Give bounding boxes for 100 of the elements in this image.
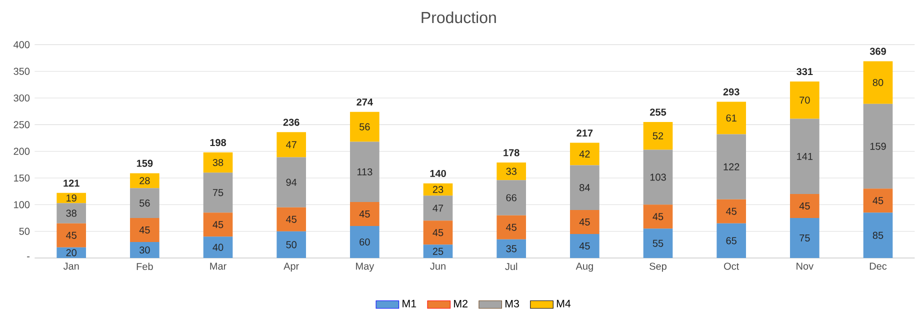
bar: [276, 231, 306, 258]
bar: [350, 142, 380, 202]
data-label: 38: [212, 158, 224, 166]
data-label: 60: [360, 238, 370, 246]
bar: [423, 183, 453, 196]
y-tick-label: 150: [14, 174, 30, 182]
bar: [716, 134, 746, 200]
total-label: 217: [576, 130, 593, 136]
data-label: 33: [506, 168, 516, 175]
bar: [276, 207, 306, 232]
bar: [130, 218, 160, 242]
data-label: 55: [652, 240, 664, 247]
data-label: 50: [286, 241, 297, 248]
bar: [350, 112, 380, 142]
data-label: 47: [286, 141, 296, 148]
x-tick-label: Jul: [505, 262, 518, 270]
data-label: 45: [286, 216, 296, 223]
y-tick-label: 200: [14, 148, 30, 155]
bar: [643, 122, 673, 150]
data-label: 61: [726, 114, 736, 122]
x-tick-label: Apr: [284, 262, 299, 272]
total-label: 369: [870, 48, 886, 55]
data-label: 113: [357, 168, 372, 176]
data-label: 42: [579, 150, 590, 158]
data-label: 45: [506, 224, 516, 231]
bar: [203, 152, 233, 173]
bar: [56, 247, 86, 258]
legend-label: M2: [454, 300, 468, 308]
bar: [56, 192, 86, 204]
y-tick-label: 350: [14, 68, 30, 75]
bar: [496, 239, 526, 258]
bar: [350, 202, 380, 226]
data-label: 45: [726, 208, 736, 215]
bar: [276, 132, 306, 158]
data-label: 94: [286, 178, 297, 186]
data-label: 45: [799, 202, 810, 210]
bar: [203, 172, 233, 213]
bar: [716, 102, 746, 134]
bar: [570, 165, 600, 210]
data-label: 45: [579, 218, 590, 226]
data-label: 30: [139, 246, 150, 254]
data-label: 103: [650, 174, 666, 181]
total-label: 236: [283, 118, 300, 126]
total-label: 198: [210, 139, 226, 146]
data-label: 122: [724, 163, 740, 170]
bar: [643, 150, 673, 205]
data-label: 75: [800, 234, 810, 242]
bar: [130, 188, 160, 218]
bar: [56, 203, 86, 224]
y-tick-label: 300: [14, 94, 30, 102]
bar: [570, 234, 600, 258]
bar: [716, 223, 746, 258]
bar: [716, 199, 746, 224]
x-tick-label: Mar: [210, 262, 226, 270]
x-tick-label: Nov: [796, 262, 814, 270]
bar: [203, 236, 233, 258]
bar: [276, 157, 306, 208]
bar: [863, 188, 893, 213]
data-label: 38: [66, 210, 76, 217]
legend-label: M1: [402, 300, 416, 308]
data-label: 45: [139, 226, 150, 234]
data-label: 45: [652, 213, 664, 220]
bar: [423, 196, 453, 221]
data-label: 85: [872, 232, 884, 239]
x-tick-label: Jun: [430, 262, 446, 270]
bar: [863, 212, 893, 258]
data-label: 23: [432, 186, 444, 194]
data-label: 45: [872, 197, 884, 204]
bar: [643, 204, 673, 229]
data-label: 20: [66, 249, 77, 256]
data-label: 45: [432, 229, 444, 236]
bar: [350, 226, 380, 258]
data-label: 19: [66, 194, 76, 202]
data-label: 52: [652, 132, 664, 140]
data-label: 45: [66, 232, 76, 239]
data-label: 25: [432, 248, 444, 255]
bar: [790, 218, 820, 258]
total-label: 159: [136, 160, 153, 167]
bar: [423, 244, 453, 258]
bar: [496, 162, 526, 180]
data-label: 47: [432, 204, 444, 212]
total-label: 293: [723, 88, 740, 96]
bar: [863, 61, 893, 104]
data-label: 45: [359, 210, 370, 218]
bar: [570, 142, 600, 166]
data-label: 65: [726, 237, 736, 244]
data-label: 35: [506, 245, 516, 252]
bar: [790, 194, 820, 218]
bar: [863, 104, 893, 189]
data-label: 159: [870, 142, 886, 150]
y-tick-label: 250: [14, 121, 30, 128]
bar: [643, 228, 673, 258]
x-tick-label: Aug: [576, 262, 593, 272]
data-label: 70: [800, 96, 810, 104]
bar: [496, 180, 526, 216]
data-label: 75: [212, 189, 224, 196]
total-label: 331: [796, 68, 813, 76]
bar: [570, 210, 600, 234]
total-label: 178: [504, 149, 520, 156]
x-tick-label: Feb: [136, 262, 153, 270]
